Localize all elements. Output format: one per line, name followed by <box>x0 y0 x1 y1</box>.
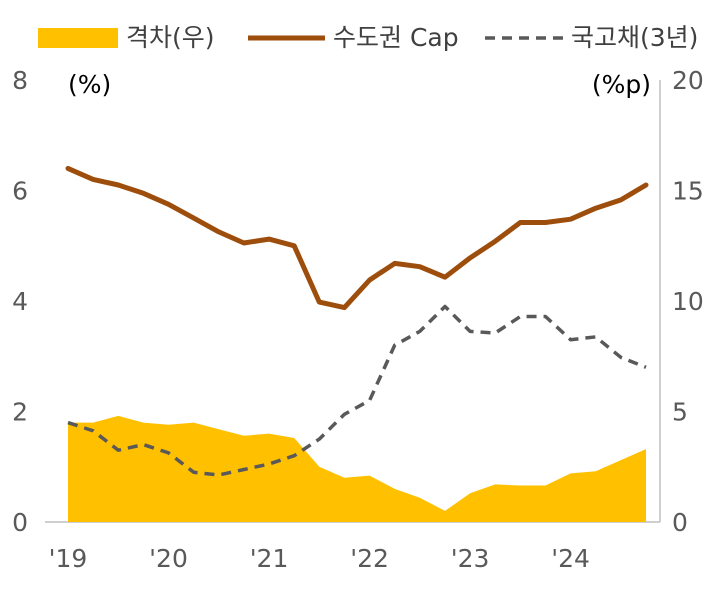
legend-swatch-gap <box>38 28 118 48</box>
legend-label-bond: 국고채(3년) <box>571 23 698 52</box>
right-tick-label: 0 <box>672 508 688 537</box>
series-line-cap <box>65 165 649 311</box>
x-tick-label: '20 <box>149 544 188 573</box>
series-area-gap <box>68 415 646 522</box>
right-tick-label: 20 <box>672 66 704 95</box>
right-tick-label: 15 <box>672 177 704 206</box>
left-tick-label: 4 <box>12 287 28 316</box>
left-tick-label: 6 <box>12 177 28 206</box>
legend: 격차(우) 수도권 Cap 국고채(3년) <box>38 23 698 52</box>
series-line-bond <box>67 304 647 477</box>
x-axis-ticks: '19 '20 '21 '22 '23 '24 <box>49 544 590 573</box>
x-tick-label: '24 <box>551 544 590 573</box>
right-tick-label: 10 <box>672 287 704 316</box>
right-tick-label: 5 <box>672 398 688 427</box>
x-tick-label: '22 <box>350 544 389 573</box>
right-axis-ticks: 0 5 10 15 20 <box>672 66 704 537</box>
left-axis-unit: (%) <box>68 70 111 99</box>
right-axis-unit: (%p) <box>592 70 651 99</box>
legend-label-cap: 수도권 Cap <box>333 23 459 52</box>
left-axis-ticks: 0 2 4 6 8 <box>12 66 28 537</box>
left-tick-label: 2 <box>12 398 28 427</box>
left-tick-label: 8 <box>12 66 28 95</box>
left-tick-label: 0 <box>12 508 28 537</box>
legend-label-gap: 격차(우) <box>126 23 215 52</box>
x-tick-label: '23 <box>451 544 490 573</box>
series-layer <box>65 165 649 522</box>
x-tick-label: '21 <box>250 544 289 573</box>
x-tick-label: '19 <box>49 544 88 573</box>
